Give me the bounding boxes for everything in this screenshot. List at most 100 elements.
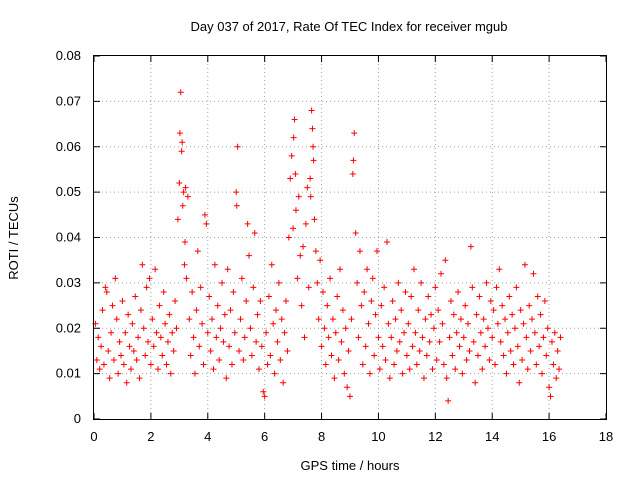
data-point-plus [327,275,334,282]
data-point-plus [544,325,551,332]
data-point-plus [455,288,462,295]
data-point-plus [139,261,146,268]
data-point-plus [217,325,224,332]
data-point-plus [540,334,547,341]
data-point-plus [482,343,489,350]
data-point-plus [130,347,137,354]
data-point-plus [285,234,292,241]
data-point-plus [315,316,322,323]
axis-ticks: 0 2 4 6 8 10 12 14 16 18 0 0.01 0.02 0.03 0.04 0.05 0.06… [56,48,614,444]
data-point-plus [260,388,267,395]
chart-title: Day 037 of 2017, Rate Of TEC Index for r… [191,19,508,34]
data-point-plus [419,334,426,341]
data-point-plus [469,284,476,291]
data-point-plus [163,361,170,368]
data-point-plus [169,329,176,336]
data-point-plus [108,329,115,336]
data-point-plus [506,293,513,300]
data-point-plus [157,334,164,341]
data-point-plus [214,302,221,309]
data-point-plus [452,366,459,373]
data-point-plus [472,379,479,386]
data-point-plus [381,284,388,291]
data-point-plus [557,334,564,341]
data-point-plus [436,338,443,345]
data-point-plus [140,325,147,332]
data-point-plus [176,180,183,187]
data-point-plus [230,288,237,295]
data-point-plus [137,307,144,314]
x-tick-label: 2 [147,429,154,444]
x-tick-label: 12 [428,429,442,444]
data-point-plus [355,334,362,341]
data-point-plus [492,361,499,368]
data-point-plus [497,338,504,345]
data-point-plus [307,175,314,182]
data-point-plus [409,343,416,350]
data-point-plus [325,334,332,341]
data-point-plus [502,316,509,323]
data-point-plus [211,261,218,268]
data-point-plus [539,370,545,377]
y-tick-label: 0.03 [56,275,81,290]
data-point-plus [411,266,417,273]
data-point-plus [100,361,107,368]
data-point-plus [143,284,150,291]
data-point-plus [386,375,393,382]
data-point-plus [307,193,314,200]
data-point-plus [328,352,335,359]
data-point-plus [227,307,234,314]
data-point-plus [499,302,506,309]
data-point-plus [268,261,275,268]
data-point-plus [423,352,430,359]
data-point-plus [354,279,361,286]
data-point-plus [177,89,184,96]
data-point-plus [98,343,105,350]
data-point-plus [483,279,490,286]
data-point-plus [447,298,454,305]
data-point-plus [182,239,189,246]
data-point-plus [490,307,497,314]
data-point-plus [106,375,113,382]
x-tick-label: 18 [599,429,613,444]
x-tick-label: 16 [542,429,556,444]
data-point-plus [228,361,235,368]
data-point-plus [318,343,325,350]
data-point-plus [406,366,413,373]
data-point-plus [247,325,254,332]
data-point-plus [369,275,376,282]
data-point-plus [372,311,379,318]
data-point-plus [305,284,312,291]
data-point-plus [173,325,180,332]
data-point-plus [280,379,287,386]
y-tick-label: 0 [74,411,81,426]
data-point-plus [233,202,240,209]
data-point-plus [271,370,278,377]
data-point-plus [113,316,120,323]
data-point-plus [145,338,152,345]
data-point-plus [288,152,295,159]
data-point-plus [433,357,440,364]
data-point-plus [359,361,366,368]
data-point-plus [553,375,560,382]
data-point-plus [435,307,442,314]
data-point-plus [484,325,491,332]
data-point-plus [248,352,255,359]
data-point-plus [221,311,228,318]
data-point-plus [504,329,511,336]
data-point-plus [536,343,543,350]
data-point-plus [526,302,533,309]
y-tick-label: 0.06 [56,139,81,154]
data-point-plus [523,334,530,341]
data-point-plus [543,352,550,359]
y-tick-label: 0.08 [56,48,81,63]
data-point-plus [133,357,140,364]
data-point-plus [344,384,351,391]
data-point-plus [548,338,555,345]
data-point-plus [250,284,257,291]
data-point-plus [159,352,166,359]
data-point-plus [382,357,389,364]
data-point-plus [136,375,143,382]
data-point-plus [308,107,315,114]
data-point-plus [453,329,460,336]
